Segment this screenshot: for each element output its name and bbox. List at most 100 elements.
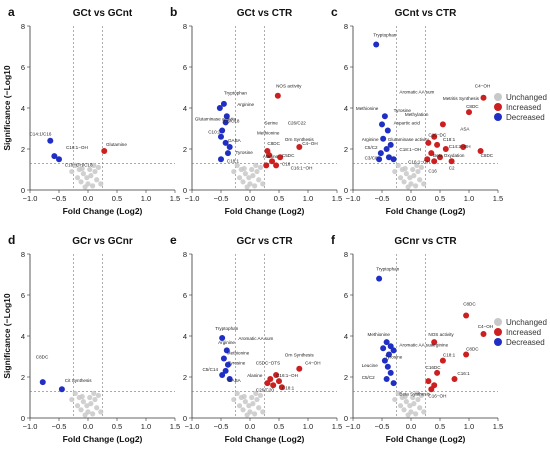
y-tick-label: 0 (183, 414, 187, 423)
point-unchanged (417, 405, 423, 411)
y-tick-label: 8 (344, 250, 348, 259)
point-decreased (223, 113, 230, 120)
point-unchanged (231, 396, 237, 403)
point-label: C5/C2 (362, 375, 375, 380)
y-tick-label: 4 (344, 104, 348, 113)
point-decreased (390, 156, 397, 163)
x-tick-label: 0.5 (435, 422, 445, 431)
point-unchanged (256, 405, 262, 411)
point-unchanged (234, 390, 240, 396)
x-tick-label: 1.5 (170, 194, 180, 203)
point-label: Tryptophan (215, 326, 239, 331)
point-unchanged (69, 168, 75, 175)
point-decreased (220, 355, 227, 362)
point-label: Glutaminase activity (195, 116, 237, 121)
point-unchanged (418, 392, 425, 399)
point-unchanged (87, 166, 93, 173)
point-unchanged (403, 171, 409, 177)
point-label: C16:1−OH (291, 166, 313, 171)
point-increased (273, 162, 280, 169)
panel-title: GCt vs GCnt (73, 8, 133, 19)
x-axis-label: Fold Change (Log2) (63, 434, 143, 444)
point-unchanged (95, 392, 102, 399)
point-decreased (224, 361, 231, 368)
point-label: C10:2 (208, 130, 221, 135)
panel-c: c GCnt vs CTR−1.0 −0.5 0.0 0.5 1.0 1.502468Fol… (331, 5, 503, 216)
point-label: C16:1−OH (66, 145, 88, 150)
point-unchanged (94, 177, 100, 183)
point-unchanged (74, 403, 81, 409)
y-tick-label: 6 (344, 63, 348, 72)
x-axis-label: Fold Change (Log2) (386, 434, 466, 444)
x-tick-label: −1.0 (23, 194, 38, 203)
y-tick-label: 0 (344, 186, 348, 195)
point-label: Beta Synthesis (399, 391, 430, 396)
point-increased (442, 146, 449, 152)
point-label: C16:1 (457, 371, 470, 376)
point-label: Methylation (405, 112, 429, 117)
point-increased (431, 339, 438, 346)
point-label: Serine (265, 120, 279, 125)
point-increased (437, 154, 443, 161)
point-unchanged (87, 394, 93, 401)
point-label: C16 (282, 161, 291, 166)
point-label: Alanine (263, 154, 279, 159)
point-label: C5DC−DTS (256, 361, 280, 366)
point-increased (264, 380, 271, 387)
point-increased (477, 148, 484, 155)
point-increased (451, 376, 458, 383)
point-unchanged (413, 411, 419, 417)
point-decreased (381, 357, 388, 364)
point-label: C18:1 (282, 385, 295, 390)
panel-letter: f (331, 233, 336, 247)
x-tick-label: 0.5 (274, 422, 284, 431)
point-label: C8DC (466, 104, 479, 109)
point-unchanged (80, 171, 86, 177)
point-label: C8DC (36, 355, 49, 360)
point-increased (269, 158, 276, 165)
point-decreased (376, 275, 383, 282)
point-label: Tryptophan (224, 91, 248, 96)
point-label: Aromatic AA sum (399, 342, 434, 347)
point-unchanged (88, 173, 94, 179)
point-increased (448, 158, 455, 165)
y-tick-label: 0 (21, 414, 25, 423)
y-tick-label: 6 (21, 63, 25, 72)
point-increased (273, 371, 280, 378)
point-unchanged (88, 401, 94, 407)
point-unchanged (402, 393, 408, 400)
y-tick-label: 6 (183, 63, 187, 72)
point-label: Methionine (257, 131, 280, 136)
x-tick-label: −0.5 (52, 422, 67, 431)
point-unchanged (410, 166, 416, 173)
point-increased (263, 162, 270, 169)
point-increased (428, 150, 435, 157)
panel-title: GCnr vs CTR (394, 236, 457, 247)
point-decreased (380, 135, 387, 142)
point-unchanged (407, 403, 413, 409)
point-unchanged (403, 399, 409, 405)
y-tick-label: 6 (344, 291, 348, 300)
x-tick-label: −0.5 (375, 422, 390, 431)
point-decreased (58, 386, 65, 393)
point-label: C5/C14 (202, 367, 218, 372)
legend-decreased-marker (494, 338, 502, 346)
point-unchanged (249, 394, 255, 401)
point-decreased (216, 105, 223, 111)
x-tick-label: 0.0 (83, 194, 93, 203)
point-label: Methionine (227, 350, 250, 355)
x-tick-label: −0.5 (375, 194, 390, 203)
point-unchanged (417, 177, 423, 183)
point-increased (434, 369, 441, 376)
point-label: Orn Synthesis (285, 137, 315, 142)
point-label: Aromatic AA sum (238, 336, 273, 341)
panel-title: GCr vs GCnr (72, 236, 133, 247)
point-unchanged (413, 183, 419, 189)
point-unchanged (407, 175, 413, 181)
panel-f: f GCnr vs CTR−1.0 −0.5 0.0 0.5 1.0 1.502468Fol… (331, 233, 503, 444)
point-label: C16:1−OH (408, 159, 430, 164)
point-unchanged (242, 171, 248, 177)
y-tick-label: 8 (183, 250, 187, 259)
y-tick-label: 6 (21, 291, 25, 300)
point-label: C5DC (282, 153, 295, 158)
